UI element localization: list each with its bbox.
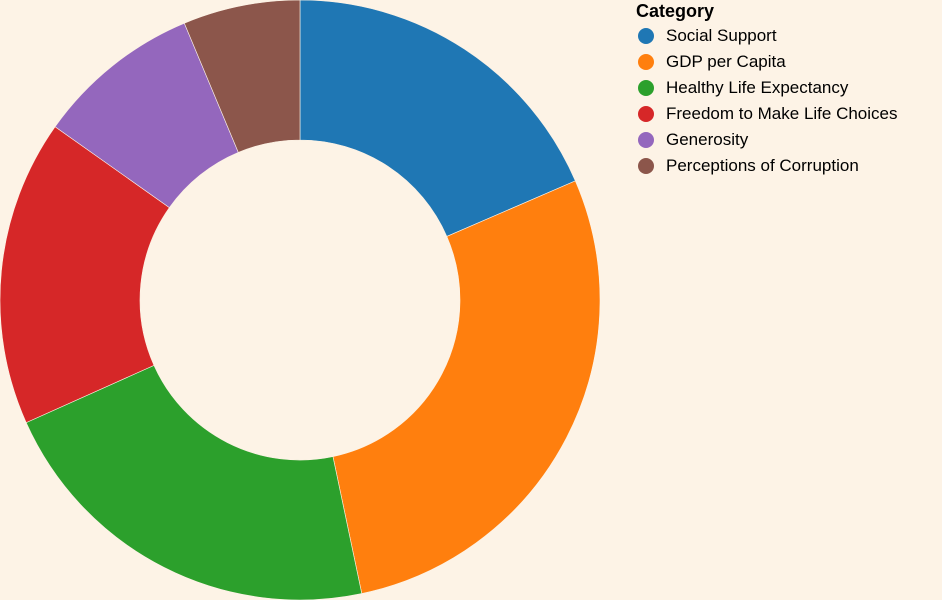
legend-title: Category [636, 1, 715, 21]
legend-item: Social Support [636, 23, 898, 49]
legend-label: Healthy Life Expectancy [666, 78, 849, 97]
legend-label: GDP per Capita [666, 52, 786, 71]
donut-slice-social-support [299, 0, 576, 237]
legend-items: Social Support GDP per Capita Healthy Life… [636, 23, 898, 179]
legend-label: Freedom to Make Life Choices [666, 104, 898, 123]
legend-item: Generosity [636, 127, 898, 153]
legend-swatch [638, 132, 654, 148]
legend-label: Perceptions of Corruption [666, 156, 859, 175]
legend-label: Social Support [666, 26, 777, 45]
legend-item: Healthy Life Expectancy [636, 75, 898, 101]
legend: Category Social Support GDP per Capita Hea… [636, 0, 898, 179]
legend-swatch [638, 106, 654, 122]
legend-swatch [638, 80, 654, 96]
donut-slice-gdp-per-capita [332, 180, 601, 594]
donut-slice-healthy-life-expectancy [25, 364, 363, 600]
legend-swatch [638, 158, 654, 174]
legend-item: Freedom to Make Life Choices [636, 101, 898, 127]
legend-swatch [638, 54, 654, 70]
legend-item: GDP per Capita [636, 49, 898, 75]
legend-item: Perceptions of Corruption [636, 153, 898, 179]
legend-swatch [638, 28, 654, 44]
legend-label: Generosity [666, 130, 749, 149]
donut-slice-freedom-to-make-life-choices [0, 126, 170, 423]
donut-slice-perceptions-of-corruption [183, 0, 301, 153]
